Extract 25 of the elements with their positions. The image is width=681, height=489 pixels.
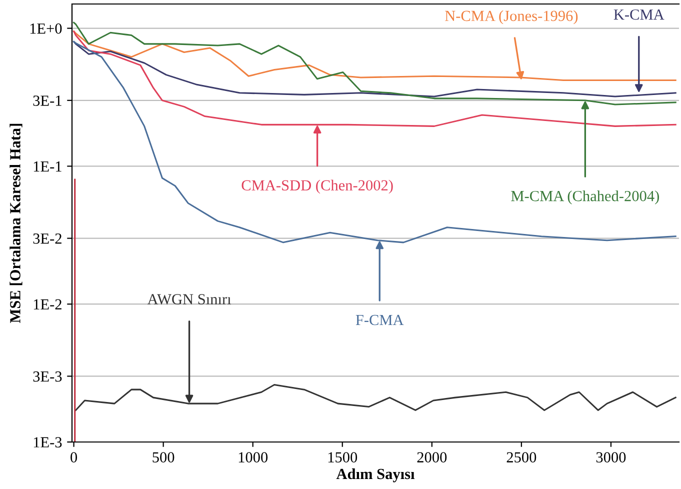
y-tick-label: 1E+0: [30, 23, 62, 34]
annotation: CMA-SDD (Chen-2002): [242, 180, 393, 194]
y-tick-label: 3E-1: [33, 96, 62, 106]
x-tick-label: 1500: [328, 452, 358, 462]
x-axis-title: Adım Sayısı: [336, 468, 415, 482]
annotation: AWGN Sınırı: [147, 294, 232, 304]
annotation: M-CMA (Chahed-2004): [511, 190, 659, 204]
x-tick-label: 2000: [417, 452, 447, 462]
y-tick-label: 1E-1: [34, 161, 62, 172]
line-series: [73, 30, 676, 82]
x-tick-label: 3000: [596, 452, 626, 462]
x-tick-label: 2500: [506, 452, 536, 462]
x-tick-label: 0: [70, 452, 78, 462]
annotation: K-CMA: [614, 9, 664, 20]
y-axis-title: MSE [Ortalama Karesel Hata]: [10, 124, 22, 323]
x-tick-label: 500: [152, 452, 174, 462]
y-tick-label: 1E-3: [34, 437, 62, 448]
annotation: F-CMA: [356, 314, 404, 326]
y-tick-label: 3E-2: [33, 233, 62, 244]
y-tick-label: 1E-2: [34, 299, 62, 310]
y-tick-label: 3E-3: [33, 371, 62, 382]
line-series: [74, 384, 676, 411]
x-tick-label: 1000: [238, 452, 268, 462]
line-series: [73, 40, 676, 98]
annotation: N-CMA (Jones-1996): [445, 10, 578, 24]
